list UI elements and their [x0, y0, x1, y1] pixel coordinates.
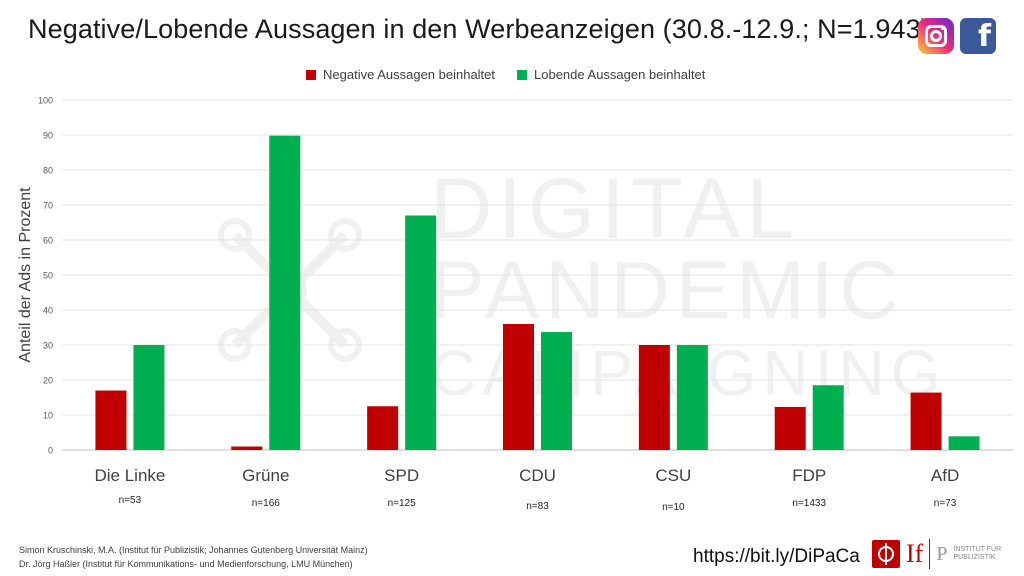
y-tick-label: 90 [43, 131, 53, 141]
sample-size-label: n=83 [526, 501, 549, 512]
y-tick-label: 70 [43, 201, 53, 211]
y-tick-label: 30 [43, 341, 53, 351]
logo-caption: INSTITUT FÜR PUBLIZISTIK [953, 546, 1001, 562]
y-tick-label: 100 [38, 96, 53, 106]
logo-divider [929, 539, 931, 569]
bar-positive [541, 332, 572, 450]
logo-caption-1: INSTITUT FÜR [953, 546, 1002, 553]
bar-negative [231, 446, 263, 450]
legend-label-positive: Lobende Aussagen beinhaltet [534, 67, 706, 82]
legend-swatch-positive [517, 69, 528, 80]
social-icons: f [918, 18, 996, 54]
logo-p: P [936, 542, 948, 565]
legend-item-positive: Lobende Aussagen beinhaltet [517, 67, 705, 82]
x-tick-label: AfD [931, 466, 959, 485]
institute-logo: If P INSTITUT FÜR PUBLIZISTIK [872, 539, 1001, 569]
logo-text: If [906, 539, 924, 568]
sample-size-label: n=1433 [792, 498, 826, 509]
bar-negative [638, 345, 670, 450]
bar-positive [405, 215, 437, 450]
bar-negative [95, 390, 127, 450]
legend-item-negative: Negative Aussagen beinhaltet [306, 67, 495, 82]
bar-positive [948, 436, 980, 450]
logo-caption-2: PUBLIZISTIK [953, 554, 996, 561]
watermark-node [328, 218, 362, 252]
sample-size-label: n=166 [252, 498, 281, 509]
x-tick-label: CSU [655, 466, 691, 485]
x-tick-label: Die Linke [94, 466, 165, 485]
bar-negative [774, 406, 806, 450]
bar-negative [503, 324, 534, 450]
bar-positive [676, 345, 708, 450]
sample-size-label: n=53 [119, 495, 142, 506]
watermark-text: PANDEMIC [430, 245, 905, 336]
bar-negative [910, 392, 942, 450]
bar-positive [269, 135, 301, 450]
x-tick-label: FDP [792, 466, 826, 485]
author-line-1: Simon Kruschinski, M.A. (Institut für Pu… [19, 545, 368, 555]
y-tick-label: 60 [43, 236, 53, 246]
bar-positive [812, 385, 844, 450]
sample-size-label: n=125 [388, 498, 417, 509]
project-url[interactable]: https://bit.ly/DiPaCa [693, 546, 860, 567]
y-tick-label: 50 [43, 271, 53, 281]
facebook-icon: f [960, 18, 996, 54]
watermark-text: DIGITAL [430, 161, 800, 257]
footer-authors: Simon Kruschinski, M.A. (Institut für Pu… [19, 543, 368, 571]
watermark-node [218, 218, 252, 252]
sample-size-label: n=10 [662, 502, 685, 513]
x-tick-label: Grüne [242, 466, 289, 485]
y-tick-label: 40 [43, 306, 53, 316]
chart-legend: Negative Aussagen beinhaltet Lobende Aus… [306, 67, 705, 82]
sample-size-label: n=73 [934, 498, 957, 509]
bar-negative [367, 406, 399, 450]
y-tick-label: 20 [43, 376, 53, 386]
bar-positive [133, 345, 165, 450]
author-line-2: Dr. Jörg Haßler (Institut für Kommunikat… [19, 559, 353, 569]
instagram-icon [918, 18, 954, 54]
y-tick-label: 0 [48, 446, 53, 456]
y-tick-label: 80 [43, 166, 53, 176]
x-tick-label: CDU [519, 466, 556, 485]
university-seal-icon [872, 540, 900, 568]
chart-title: Negative/Lobende Aussagen in den Werbean… [28, 14, 930, 44]
legend-swatch-negative [306, 69, 316, 80]
y-tick-label: 10 [43, 411, 53, 421]
legend-label-negative: Negative Aussagen beinhaltet [323, 67, 496, 82]
x-tick-label: SPD [384, 466, 419, 485]
